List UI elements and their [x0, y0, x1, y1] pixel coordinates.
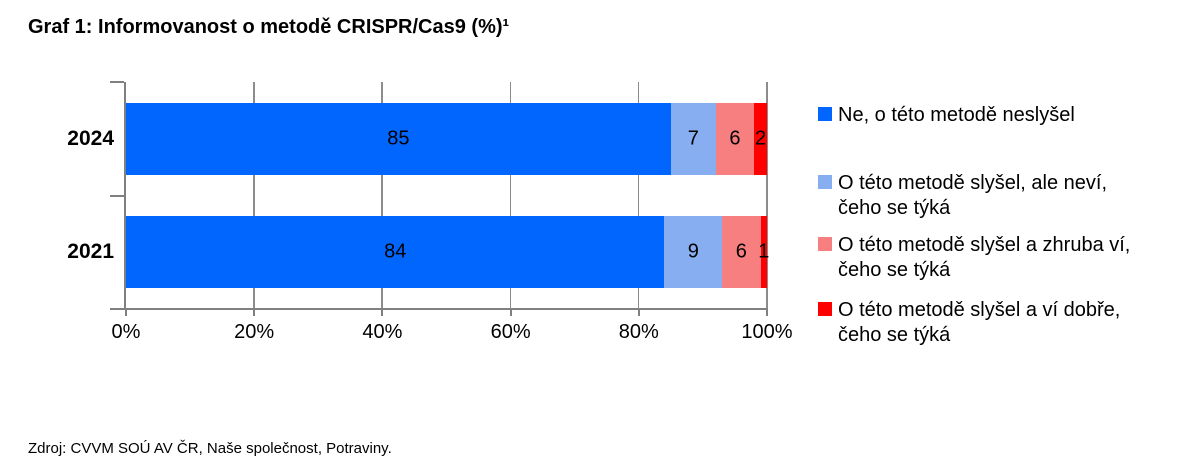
bar-value-label: 84 — [384, 240, 407, 263]
legend-entry: O této metodě slyšel a ví dobře, čeho se… — [818, 298, 1120, 348]
bar-segment: 85 — [126, 103, 671, 175]
bar-value-label: 6 — [729, 127, 741, 150]
bar-value-label: 9 — [687, 240, 699, 263]
x-axis-label: 60% — [490, 321, 531, 343]
x-axis-label: 40% — [362, 321, 403, 343]
y-axis-tick — [110, 308, 124, 310]
vertical-gridline — [766, 82, 768, 310]
x-axis-tick — [766, 308, 768, 316]
bar-value-label: 7 — [687, 127, 699, 150]
bar-segment: 1 — [758, 216, 770, 288]
vertical-gridline — [509, 82, 512, 310]
x-axis-tick — [381, 308, 384, 316]
x-axis-label: 100% — [741, 321, 793, 343]
bar-value-label: 1 — [758, 240, 770, 263]
legend-label: Ne, o této metodě neslyšel — [838, 104, 1075, 126]
x-axis-label: 0% — [111, 321, 141, 343]
bar-value-label: 85 — [387, 127, 410, 150]
category-label-2024: 2024 — [67, 127, 114, 150]
legend-entry: O této metodě slyšel, ale neví, čeho se … — [818, 171, 1107, 221]
bar-segment: 2 — [754, 103, 767, 175]
y-axis-tick — [110, 195, 124, 197]
x-axis-tick — [253, 308, 256, 316]
y-axis-tick — [110, 81, 124, 83]
vertical-gridline — [381, 82, 383, 310]
legend-swatch — [818, 107, 832, 121]
source-note: Zdroj: CVVM SOÚ AV ČR, Naše společnost, … — [28, 440, 392, 457]
bar-value-label: 2 — [755, 127, 767, 150]
chart-title: Graf 1: Informovanost o metodě CRISPR/Ca… — [28, 16, 510, 38]
legend-swatch — [818, 302, 832, 316]
bar-segment: 6 — [715, 103, 755, 175]
vertical-gridline — [637, 82, 640, 310]
bar-segment: 6 — [722, 216, 761, 288]
legend-swatch — [818, 175, 832, 189]
legend-label: O této metodě slyšel, ale neví, čeho se … — [838, 172, 1108, 219]
plot-area: 85 7 6 2 84 9 6 1 2024 2021 0% 20% 40% 60% 80% 100% — [67, 81, 793, 343]
legend-entry: O této metodě slyšel a zhruba ví, čeho s… — [818, 233, 1130, 283]
vertical-gridline — [253, 82, 255, 310]
x-axis-tick — [125, 308, 127, 316]
category-label-2021: 2021 — [67, 240, 114, 263]
bar-segment: 84 — [126, 216, 665, 288]
bar-value-label: 6 — [735, 240, 747, 263]
bar-segment: 9 — [664, 216, 723, 288]
x-axis-label: 20% — [234, 321, 275, 343]
legend-label: O této metodě slyšel a zhruba ví, čeho s… — [838, 234, 1131, 281]
x-axis-tick — [509, 308, 512, 316]
x-axis-label: 80% — [618, 321, 659, 343]
bar-row-2021: 84 9 6 1 — [126, 216, 770, 288]
legend-entry: Ne, o této metodě neslyšel — [818, 103, 1075, 128]
bar-segment: 7 — [670, 103, 716, 175]
x-axis-tick — [637, 308, 640, 316]
chart-legend: Ne, o této metodě neslyšel O této metodě … — [818, 103, 1183, 353]
bar-row-2024: 85 7 6 2 — [126, 103, 767, 175]
legend-label: O této metodě slyšel a ví dobře, čeho se… — [838, 299, 1121, 346]
legend-swatch — [818, 237, 832, 251]
